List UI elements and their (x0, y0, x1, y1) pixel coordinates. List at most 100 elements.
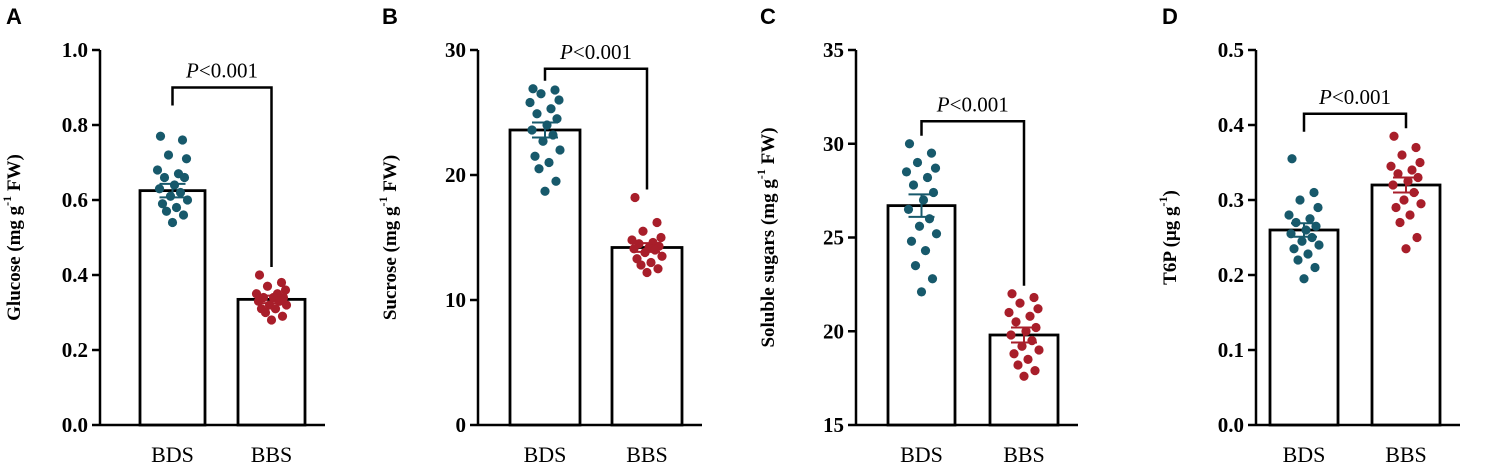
data-point (928, 187, 939, 198)
y-tick-label: 0.0 (1218, 413, 1244, 437)
y-tick-label: 0.2 (1218, 263, 1244, 287)
y-tick-label: 30 (823, 132, 844, 156)
y-tick-label: 0.4 (62, 263, 89, 287)
y-axis-title: Soluble sugars (mg g-1 FW) (754, 127, 779, 347)
data-point (538, 136, 548, 146)
panel-letter: D (1162, 4, 1178, 29)
panel-c: C 15 20 25 30 35 Soluble sugars (mg g-1 FW) BDS… (754, 4, 1078, 467)
data-point (1412, 232, 1422, 243)
data-point (260, 307, 271, 318)
panel-b: B 0 10 20 30 Sucrose (mg g-1 FW) BDS BBS P<0.001 (376, 4, 702, 467)
data-point (1301, 225, 1311, 235)
data-point (901, 167, 912, 177)
y-tick-label: 0 (456, 413, 467, 437)
data-point (1388, 180, 1398, 190)
data-point (912, 157, 923, 168)
data-point (636, 260, 646, 270)
category-label: BBS (1385, 442, 1427, 467)
data-point (1293, 255, 1303, 265)
data-point (1314, 240, 1324, 250)
data-point (656, 232, 666, 243)
data-point (1416, 199, 1426, 209)
data-point (914, 221, 925, 231)
data-point (1029, 292, 1039, 303)
data-point (930, 163, 941, 173)
data-point (1019, 371, 1029, 381)
panel-a: A 0.0 0.2 0.4 0.6 0.8 1.0 Glucose (mg g-1 FW) BD… (0, 4, 325, 467)
data-point (281, 300, 292, 310)
data-point (1411, 142, 1421, 153)
data-point (165, 191, 176, 201)
y-tick-label: 0.4 (1218, 113, 1245, 137)
data-point (175, 187, 186, 198)
data-point (536, 89, 546, 99)
y-tick-label: 30 (445, 38, 466, 62)
data-point (525, 97, 535, 108)
data-point (532, 109, 542, 119)
category-label: BDS (524, 442, 567, 467)
y-tick-label: 20 (445, 163, 466, 187)
data-point (918, 195, 929, 205)
y-tick-label: 0.2 (62, 338, 88, 362)
bar-bds (138, 189, 207, 427)
data-point (1027, 336, 1037, 346)
category-label: BDS (151, 442, 194, 467)
data-point (1033, 304, 1043, 314)
data-point (1009, 349, 1019, 359)
data-point (159, 172, 170, 183)
data-point (1289, 244, 1299, 254)
data-point (167, 217, 178, 228)
category-label: BBS (251, 442, 293, 467)
data-point (1025, 311, 1035, 321)
data-point (1287, 154, 1297, 164)
data-point (1297, 236, 1307, 246)
bar-bbs (1370, 183, 1442, 427)
data-point (926, 148, 937, 158)
significance-bracket (920, 120, 1026, 286)
data-point (157, 199, 168, 209)
data-point (1284, 210, 1294, 220)
data-point (1023, 354, 1033, 364)
data-point (171, 202, 182, 213)
data-point (1399, 195, 1409, 205)
data-point (178, 210, 189, 220)
data-point (177, 135, 188, 145)
data-point (924, 214, 935, 224)
data-point (1310, 262, 1320, 273)
data-point (527, 125, 537, 135)
y-tick-label: 0.6 (62, 188, 88, 212)
y-axis-title: T6P (μg g-1) (1156, 190, 1181, 285)
data-point (1030, 366, 1040, 376)
data-point (908, 180, 919, 190)
data-point (1305, 214, 1315, 224)
data-point (642, 267, 652, 278)
significance-bracket (171, 86, 273, 267)
data-point (551, 176, 561, 186)
data-point (1295, 195, 1305, 205)
significance-bracket (543, 67, 649, 190)
data-point (910, 261, 921, 271)
y-axis-title: Glucose (mg g-1 FW) (0, 154, 25, 321)
significance-label: P<0.001 (936, 92, 1009, 116)
data-point (904, 139, 915, 149)
data-point (906, 236, 917, 246)
y-tick-label: 25 (823, 226, 844, 250)
data-point (154, 184, 165, 194)
data-point (254, 270, 265, 280)
data-point (1017, 341, 1027, 351)
panel-letter: B (382, 4, 398, 29)
y-tick-label: 0.3 (1218, 188, 1244, 212)
data-point (280, 285, 291, 295)
data-point (657, 251, 667, 261)
y-tick-label: 35 (823, 38, 844, 62)
y-tick-label: 0.1 (1218, 338, 1244, 362)
category-label: BBS (1003, 442, 1045, 467)
panel-letter: A (6, 4, 22, 29)
data-point (1299, 274, 1309, 284)
data-point (1006, 330, 1016, 340)
data-point (927, 274, 938, 284)
data-point (920, 246, 931, 256)
data-point (270, 304, 281, 314)
data-point (1401, 244, 1411, 254)
